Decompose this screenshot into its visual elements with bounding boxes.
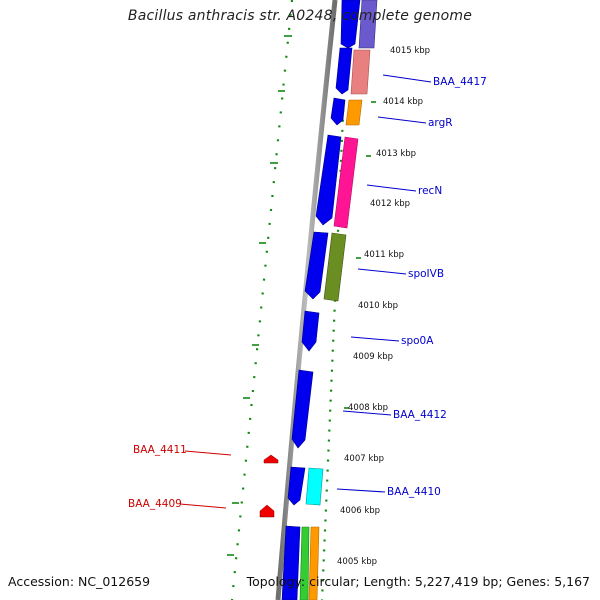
gc-dashes <box>227 35 376 556</box>
gene-label: BAA_4410 <box>387 486 441 498</box>
cds-magenta <box>333 136 359 229</box>
gene-label: spoIVB <box>408 268 444 280</box>
kbp-label: 4006 kbp <box>340 506 380 516</box>
cds-blue <box>340 0 361 49</box>
kbp-label: 4012 kbp <box>370 199 410 209</box>
kbp-label: 4014 kbp <box>383 97 423 107</box>
kbp-label: 4011 kbp <box>364 250 404 260</box>
cds-blue <box>287 466 306 506</box>
gene-label: spo0A <box>401 335 434 347</box>
accession-label: Accession: NC_012659 <box>8 574 151 589</box>
cds-cyan <box>305 467 324 506</box>
gene-label: argR <box>428 117 453 129</box>
kbp-label: 4009 kbp <box>353 352 393 362</box>
cds-top-right <box>358 0 378 49</box>
cds-blue <box>304 231 329 300</box>
kbp-label: 4013 kbp <box>376 149 416 159</box>
gene-label: BAA_4411 <box>133 444 187 456</box>
feature-red <box>259 504 275 518</box>
kbp-ticks: 4015 kbp 4014 kbp 4013 kbp 4012 kbp 4011… <box>337 46 430 567</box>
kbp-label: 4010 kbp <box>358 301 398 311</box>
kbp-label: 4008 kbp <box>348 403 388 413</box>
genome-summary: Topology: circular; Length: 5,227,419 bp… <box>246 574 590 589</box>
feature-red-small <box>263 454 279 464</box>
map-title: Bacillus anthracis str. A0248, complete … <box>127 8 473 24</box>
cds-blue <box>330 97 346 126</box>
gene-labels-right: BAA_4417 argR recN spoIVB spo0A BAA_4412… <box>336 74 487 498</box>
gene-label: recN <box>418 185 442 197</box>
cds-blue <box>301 310 320 352</box>
kbp-label: 4015 kbp <box>390 46 430 56</box>
cds-orange <box>345 99 363 126</box>
cds-salmon <box>350 49 371 95</box>
cds-blue-group <box>281 0 361 600</box>
kbp-label: 4005 kbp <box>337 557 377 567</box>
cds-blue <box>281 525 301 600</box>
cds-olive <box>323 232 347 302</box>
cds-blue <box>291 369 314 449</box>
gene-label: BAA_4417 <box>433 76 487 88</box>
gene-label: BAA_4412 <box>393 409 447 421</box>
backbone <box>275 0 338 600</box>
cds-orange <box>308 526 320 600</box>
kbp-label: 4007 kbp <box>344 454 384 464</box>
gene-labels-left: BAA_4411 BAA_4409 <box>128 444 232 510</box>
cds-blue <box>315 134 342 226</box>
cds-green <box>299 526 310 600</box>
gene-label: BAA_4409 <box>128 498 182 510</box>
cds-blue <box>335 47 353 95</box>
